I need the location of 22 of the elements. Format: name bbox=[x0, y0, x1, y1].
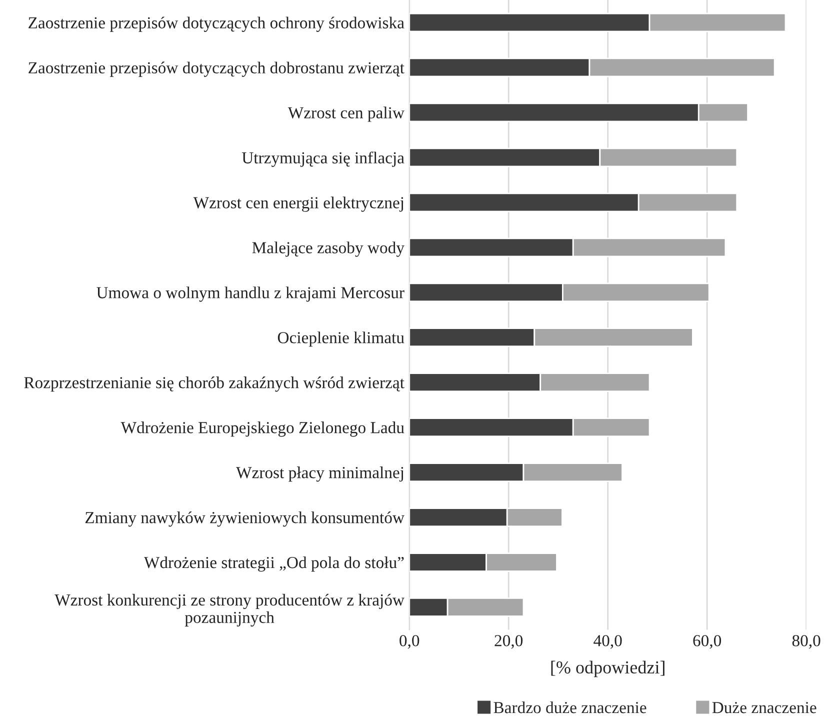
y-tick-label: Wzrost cen energii elektrycznej bbox=[193, 196, 404, 212]
y-tick-label: Utrzymująca się inflacja bbox=[242, 152, 404, 167]
x-tick-label: 0,0 bbox=[400, 635, 420, 649]
y-tick-label: Umowa o wolnym handlu z krajami Mercosur bbox=[96, 286, 404, 302]
y-tick-label: Wzrost cen paliw bbox=[288, 106, 404, 122]
y-tick-label: Zaostrzenie przepisów dotyczących ochrony środowiska bbox=[28, 16, 404, 32]
x-tick-label: 80,0 bbox=[792, 635, 820, 649]
x-axis-title: [% odpowiedzi] bbox=[551, 660, 664, 678]
y-tick-label: Wdrożenie Europejskiego Zielonego Ladu bbox=[120, 422, 404, 437]
legend-label: Bardzo duże znaczenie bbox=[494, 701, 646, 714]
x-tick-label: 40,0 bbox=[594, 635, 622, 649]
y-tick-label: Wzrost konkurencji ze strony producentów z krajów pozaunijnych bbox=[54, 594, 404, 627]
y-tick-label: Wzrost płacy minimalnej bbox=[236, 466, 404, 482]
legend-label: Duże znaczenie bbox=[712, 702, 816, 714]
x-tick-label: 20,0 bbox=[494, 635, 523, 649]
y-tick-label: Malejące zasoby wody bbox=[252, 242, 404, 257]
y-tick-label: Wdrożenie strategii „Od pola do stołu” bbox=[144, 556, 404, 572]
y-tick-label: Zaostrzenie przepisów dotyczących dobrostanu zwierząt bbox=[28, 62, 404, 77]
y-tick-label: Zmiany nawyków żywieniowych konsumentów bbox=[85, 511, 404, 527]
y-tick-label: Ocieplenie klimatu bbox=[278, 332, 404, 347]
x-tick-label: 60,0 bbox=[693, 635, 722, 649]
y-tick-label: Rozprzestrzenianie się chorób zakaźnych wśród zwierząt bbox=[24, 376, 404, 392]
